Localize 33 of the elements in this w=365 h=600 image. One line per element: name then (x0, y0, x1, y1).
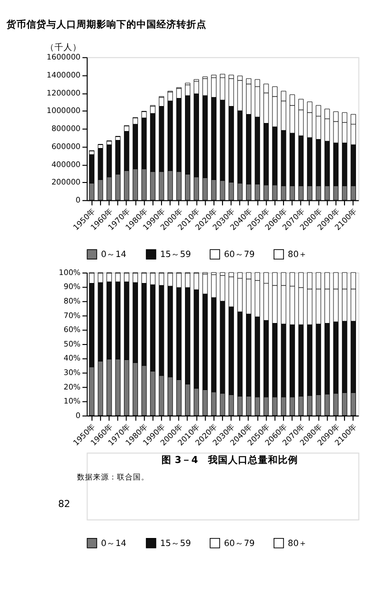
legend-label: 0～14 (101, 539, 126, 550)
y-tick-label: 600000 (51, 142, 81, 151)
y-tick-label: 100% (58, 268, 81, 277)
y-tick-label: 20% (64, 382, 81, 392)
y-tick-label: 1200000 (46, 88, 81, 98)
y-tick-label: 200000 (51, 178, 81, 187)
y-tick-label: 1400000 (46, 70, 81, 80)
y-axis-title: （千人） (45, 42, 82, 54)
text: 图 3－4 我国人口总量和比例 (161, 454, 298, 466)
legend-label: 60～79 (224, 539, 255, 550)
legend-label: 15～59 (160, 250, 191, 260)
y-tick-label: 70% (64, 310, 81, 320)
y-tick-label: 800000 (51, 124, 81, 134)
y-tick-label: 80% (64, 296, 81, 306)
y-tick-label: 60% (64, 325, 81, 334)
legend-label: 80＋ (288, 250, 308, 260)
y-tick-label: 50% (64, 339, 81, 348)
y-tick-label: 30% (64, 368, 81, 377)
y-tick-label: 10% (64, 396, 81, 406)
legend-label: 0～14 (101, 250, 126, 260)
text: 82 (58, 498, 70, 510)
y-tick-label: 0 (76, 410, 81, 420)
source-note: 数据来源：联合国。 (77, 472, 150, 482)
y-tick-label: 40% (64, 354, 81, 363)
y-tick-label: 90% (64, 282, 81, 292)
legend-label: 80＋ (288, 539, 308, 550)
legend-label: 15～59 (160, 539, 191, 550)
y-tick-label: 400000 (51, 160, 81, 169)
text: 货币信贷与人口周期影响下的中国经济转折点 (6, 18, 207, 31)
y-tick-label: 1000000 (46, 106, 81, 116)
legend-label: 60～79 (224, 250, 255, 260)
y-tick-label: 1600000 (46, 52, 81, 62)
y-tick-label: 0 (76, 195, 81, 204)
